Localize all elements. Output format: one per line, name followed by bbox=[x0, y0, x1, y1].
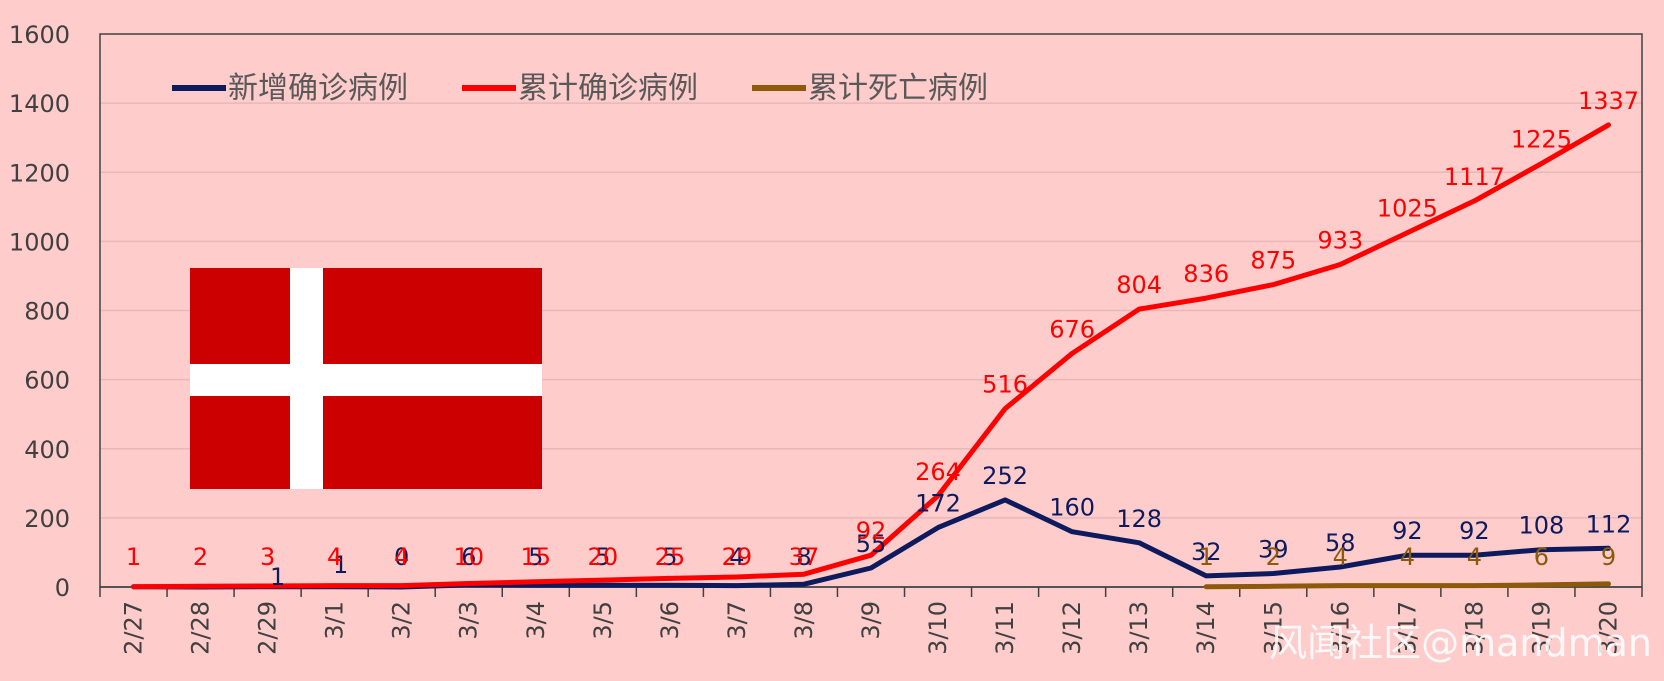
x-tick-label: 3/17 bbox=[1393, 601, 1421, 655]
data-label: 92 bbox=[1392, 517, 1423, 545]
data-label: 4 bbox=[327, 543, 342, 571]
legend-label: 累计确诊病例 bbox=[518, 71, 698, 106]
x-tick-label: 3/15 bbox=[1259, 601, 1287, 655]
x-tick-label: 3/8 bbox=[790, 601, 818, 640]
data-label: 2 bbox=[193, 543, 208, 571]
x-tick-label: 3/4 bbox=[522, 601, 550, 640]
data-label: 4 bbox=[729, 543, 744, 571]
data-label: 4 bbox=[394, 543, 409, 571]
y-tick-label: 800 bbox=[24, 298, 70, 326]
data-label: 4 bbox=[1400, 543, 1415, 571]
data-label: 0 bbox=[394, 543, 409, 571]
x-tick-label: 3/18 bbox=[1460, 601, 1488, 655]
data-label: 172 bbox=[915, 490, 961, 518]
data-label: 6 bbox=[461, 543, 476, 571]
data-label: 676 bbox=[1049, 315, 1095, 343]
x-tick-label: 3/20 bbox=[1594, 601, 1622, 655]
data-label: 1025 bbox=[1377, 195, 1438, 223]
y-tick-label: 1200 bbox=[9, 159, 70, 187]
data-label: 836 bbox=[1183, 260, 1229, 288]
flag-cross-horizontal bbox=[190, 364, 542, 396]
data-label: 39 bbox=[1258, 536, 1289, 564]
data-label: 29 bbox=[722, 543, 753, 571]
y-tick-label: 1000 bbox=[9, 228, 70, 256]
data-label: 5 bbox=[528, 543, 543, 571]
data-label: 804 bbox=[1116, 271, 1162, 299]
data-label: 37 bbox=[789, 543, 820, 571]
data-label: 1337 bbox=[1578, 87, 1639, 115]
data-label: 252 bbox=[982, 462, 1028, 490]
data-label: 160 bbox=[1049, 494, 1095, 522]
data-label: 1 bbox=[270, 563, 285, 591]
x-tick-label: 3/6 bbox=[656, 601, 684, 640]
x-tick-label: 3/13 bbox=[1125, 601, 1153, 655]
y-tick-label: 400 bbox=[24, 436, 70, 464]
legend-label: 新增确诊病例 bbox=[228, 71, 408, 106]
y-axis-ticks: 0 200 400 600 800 1000 1200 1400 1600 bbox=[9, 21, 70, 602]
denmark-flag-image bbox=[190, 268, 542, 489]
x-tick-label: 3/14 bbox=[1192, 601, 1220, 655]
legend: 新增确诊病例 累计确诊病例 累计死亡病例 bbox=[172, 71, 988, 106]
data-label: 4 bbox=[1467, 543, 1482, 571]
y-tick-label: 1400 bbox=[9, 90, 70, 118]
x-tick-label: 2/27 bbox=[120, 601, 148, 655]
data-label: 32 bbox=[1191, 538, 1222, 566]
data-label: 264 bbox=[915, 458, 961, 486]
x-tick-label: 3/10 bbox=[924, 601, 952, 655]
x-tick-label: 2/29 bbox=[254, 601, 282, 655]
data-label: 1117 bbox=[1444, 163, 1505, 191]
data-label: 3 bbox=[260, 543, 275, 571]
data-label: 6 bbox=[1534, 543, 1549, 571]
data-label: 92 bbox=[1459, 517, 1490, 545]
x-tick-label: 3/7 bbox=[723, 601, 751, 640]
data-label: 9 bbox=[1601, 543, 1616, 571]
x-axis: 2/27 2/28 2/29 3/1 3/2 3/3 3/4 3/5 3/6 3/7 3/8 3/9 3… bbox=[99, 586, 1643, 655]
x-tick-label: 3/16 bbox=[1326, 601, 1354, 655]
data-label: 875 bbox=[1250, 247, 1296, 275]
data-label: 58 bbox=[1325, 529, 1356, 557]
data-label: 5 bbox=[595, 543, 610, 571]
series-line-2 bbox=[131, 122, 1611, 590]
y-tick-label: 200 bbox=[24, 505, 70, 533]
data-label: 2 bbox=[1266, 543, 1281, 571]
x-tick-label: 3/19 bbox=[1527, 601, 1555, 655]
legend-label: 累计死亡病例 bbox=[808, 71, 988, 106]
data-label: 5 bbox=[662, 543, 677, 571]
data-label: 8 bbox=[796, 543, 811, 571]
data-label: 1 bbox=[1199, 543, 1214, 571]
x-tick-label: 3/5 bbox=[589, 601, 617, 640]
data-label: 108 bbox=[1519, 512, 1565, 540]
data-label: 1225 bbox=[1511, 126, 1572, 154]
x-tick-label: 3/9 bbox=[857, 601, 885, 640]
data-label: 1 bbox=[126, 543, 141, 571]
series-line-3 bbox=[1203, 581, 1611, 590]
data-label: 20 bbox=[588, 543, 619, 571]
data-label: 25 bbox=[655, 543, 686, 571]
data-label: 15 bbox=[521, 543, 552, 571]
x-tick-label: 3/1 bbox=[321, 601, 349, 640]
data-label: 128 bbox=[1116, 505, 1162, 533]
x-tick-label: 3/3 bbox=[455, 601, 483, 640]
data-label: 92 bbox=[856, 517, 887, 545]
y-tick-label: 0 bbox=[55, 574, 70, 602]
x-tick-label: 3/12 bbox=[1058, 601, 1086, 655]
data-label: 516 bbox=[982, 371, 1028, 399]
series-lines bbox=[131, 122, 1611, 590]
x-tick-label: 2/28 bbox=[187, 601, 215, 655]
data-label: 55 bbox=[856, 530, 887, 558]
x-tick-label: 3/11 bbox=[991, 601, 1019, 655]
data-label: 1 bbox=[333, 551, 348, 579]
data-label: 112 bbox=[1586, 510, 1632, 538]
data-label: 4 bbox=[1333, 543, 1348, 571]
y-tick-label: 600 bbox=[24, 367, 70, 395]
data-label: 10 bbox=[453, 543, 484, 571]
x-tick-label: 3/2 bbox=[388, 601, 416, 640]
watermark: 风闻社区@mandman bbox=[1269, 621, 1652, 665]
y-tick-label: 1600 bbox=[9, 21, 70, 49]
data-label: 933 bbox=[1317, 227, 1363, 255]
